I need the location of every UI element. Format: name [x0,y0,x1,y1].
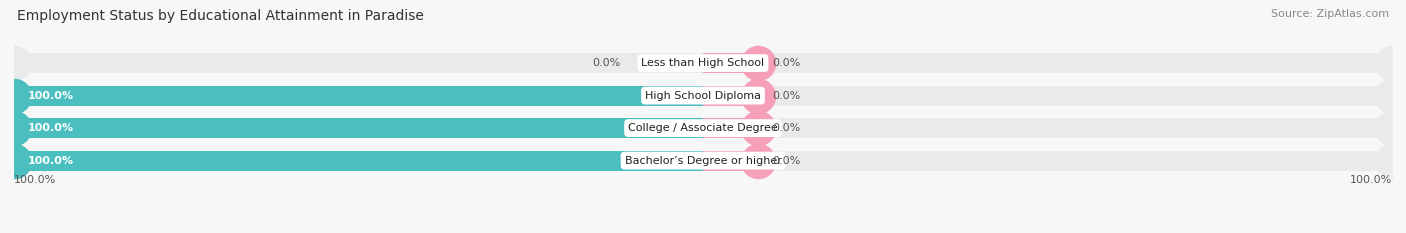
Point [1381,94,1403,97]
Point [1381,126,1403,130]
Text: 0.0%: 0.0% [772,123,800,133]
Bar [703,118,758,138]
Bar [14,53,1392,73]
Text: 0.0%: 0.0% [772,91,800,101]
Text: 0.0%: 0.0% [772,58,800,68]
Bar [703,53,758,73]
Point [1381,159,1403,162]
Bar [703,86,758,106]
Text: 0.0%: 0.0% [772,156,800,166]
Bar [14,151,703,171]
Bar [14,118,703,138]
Text: 0.0%: 0.0% [592,58,620,68]
Point [747,126,769,130]
Bar [14,86,1392,106]
Legend: In Labor Force, Unemployed: In Labor Force, Unemployed [603,230,803,233]
Text: High School Diploma: High School Diploma [645,91,761,101]
Text: 100.0%: 100.0% [28,123,75,133]
Bar [14,86,703,106]
Text: 100.0%: 100.0% [1350,175,1392,185]
Bar [14,118,1392,138]
Point [3,94,25,97]
Point [3,126,25,130]
Point [3,94,25,97]
Text: 100.0%: 100.0% [28,91,75,101]
Bar [14,151,1392,171]
Point [3,61,25,65]
Point [3,159,25,162]
Text: 100.0%: 100.0% [14,175,56,185]
Point [747,159,769,162]
Bar [703,151,758,171]
Point [3,126,25,130]
Point [747,61,769,65]
Text: Bachelor’s Degree or higher: Bachelor’s Degree or higher [624,156,782,166]
Text: Source: ZipAtlas.com: Source: ZipAtlas.com [1271,9,1389,19]
Text: Less than High School: Less than High School [641,58,765,68]
Point [3,159,25,162]
Text: Employment Status by Educational Attainment in Paradise: Employment Status by Educational Attainm… [17,9,423,23]
Text: 100.0%: 100.0% [28,156,75,166]
Point [1381,61,1403,65]
Text: College / Associate Degree: College / Associate Degree [628,123,778,133]
Point [747,94,769,97]
